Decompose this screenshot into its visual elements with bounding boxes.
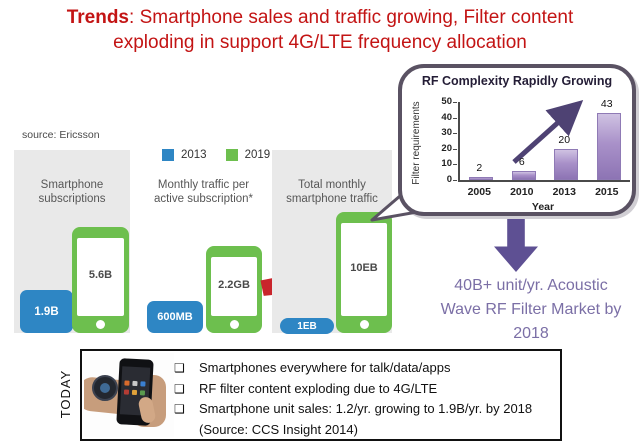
legend-swatch-2019 <box>225 149 238 161</box>
chart-bar-value: 2 <box>476 161 483 174</box>
smartwatch-graphic <box>92 375 118 401</box>
value-2013-total: 1EB <box>280 318 334 334</box>
y-tick-label: 40 <box>441 111 452 123</box>
rf-complexity-chart: RF Complexity Rapidly Growing Filter req… <box>398 64 636 216</box>
checkbox-icon: ❑ <box>174 381 185 396</box>
phone-home-button <box>359 320 369 329</box>
y-tick-mark <box>453 133 457 135</box>
chart-bar <box>469 176 494 180</box>
down-arrow-icon <box>494 219 538 272</box>
value-2019-total: 10EB <box>350 261 378 274</box>
slide-title-keyword: Trends <box>66 7 130 28</box>
smartphone-watch-photo <box>84 353 174 437</box>
y-tick-label: 50 <box>441 96 452 107</box>
y-tick-mark <box>453 148 457 150</box>
phone-screen: 5.6B <box>77 238 124 316</box>
today-bullet-list: ❑ Smartphones everywhere for talk/data/a… <box>174 358 560 440</box>
x-tick-label: 2015 <box>595 186 619 198</box>
legend-label-2019: 2019 <box>244 149 271 161</box>
chart-y-axis-label: Filter requirements <box>411 101 422 185</box>
bullet-text: Smartphone unit sales: 1.2/yr. growing t… <box>199 401 533 437</box>
x-tick-label: 2005 <box>467 186 491 198</box>
slide-title-rest: : Smartphone sales and traffic growing, … <box>113 7 574 54</box>
checkbox-icon: ❑ <box>174 361 185 375</box>
market-callout-text: 40B+ unit/yr. Acoustic Wave RF Filter Ma… <box>440 277 622 342</box>
watch-face <box>100 383 110 393</box>
value-2019-subscriptions: 5.6B <box>88 268 113 281</box>
phone-screen: 10EB <box>341 223 387 316</box>
bullet-text: Smartphones everywhere for talk/data/app… <box>199 360 451 375</box>
y-tick-label: 30 <box>441 127 452 139</box>
x-tick-label: 2010 <box>510 186 534 198</box>
phone-home-button <box>96 320 105 329</box>
bullet-item: ❑ Smartphone unit sales: 1.2/yr. growing… <box>174 399 560 440</box>
chart-title: RF Complexity Rapidly Growing <box>421 74 613 88</box>
value-2019-traffic: 2.2GB <box>218 278 250 291</box>
chart-bar <box>596 112 621 180</box>
y-tick-mark <box>453 180 457 181</box>
today-label: TODAY <box>58 369 73 419</box>
phone-graphic-total: 10EB <box>336 212 392 333</box>
value-2013-subscriptions: 1.9B <box>20 290 73 333</box>
chart-bar <box>511 170 536 180</box>
panel-label: Smartphone subscriptions <box>38 179 106 206</box>
phone-screen: 2.2GB <box>211 257 257 316</box>
chart-bar-value: 20 <box>558 133 571 146</box>
x-tick-label: 2013 <box>552 186 576 198</box>
legend: 2013 2019 <box>162 149 282 161</box>
panel-monthly-traffic: Monthly traffic per active subscription* <box>145 150 262 333</box>
chart-bar-value: 6 <box>518 155 525 168</box>
panel-label: Monthly traffic per active subscription* <box>153 179 254 206</box>
source-note: source: Ericsson <box>22 129 100 141</box>
y-tick-label: 20 <box>441 142 452 154</box>
panel-label: Total monthly smartphone traffic <box>286 179 378 206</box>
checkbox-icon: ❑ <box>174 402 185 416</box>
chart-bar-value: 43 <box>600 97 613 110</box>
chart-bar <box>554 148 579 180</box>
bullet-text: RF filter content exploding due to 4G/LT… <box>199 380 438 396</box>
y-tick-label: 0 <box>446 174 452 185</box>
y-tick-mark <box>453 117 457 119</box>
bullet-item: ❑ Smartphones everywhere for talk/data/a… <box>174 358 560 379</box>
chart-x-axis-label: Year <box>531 201 555 213</box>
legend-label-2013: 2013 <box>181 149 207 161</box>
legend-swatch-2013 <box>162 149 174 161</box>
slide-title: Trends: Smartphone sales and traffic gro… <box>25 5 615 55</box>
phone-home-button <box>229 320 239 329</box>
phone-graphic-subscriptions: 5.6B <box>72 227 129 333</box>
y-tick-label: 10 <box>441 158 452 170</box>
phone-graphic-traffic: 2.2GB <box>206 246 262 333</box>
y-tick-mark <box>453 102 457 103</box>
value-2013-traffic: 600MB <box>147 301 203 333</box>
y-tick-mark <box>453 164 457 166</box>
bullet-item: ❑ RF filter content exploding due to 4G/… <box>174 379 560 400</box>
